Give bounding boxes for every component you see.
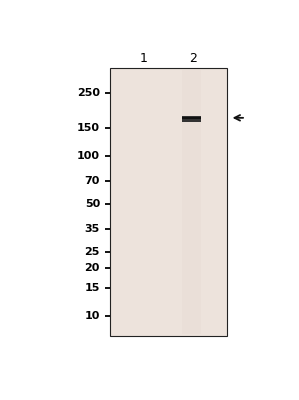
Text: 1: 1	[140, 52, 148, 65]
Text: 10: 10	[85, 311, 100, 321]
Text: 50: 50	[85, 200, 100, 210]
Text: 70: 70	[85, 176, 100, 186]
Bar	[182, 116, 201, 122]
Bar	[182, 117, 201, 118]
Text: 2: 2	[189, 52, 196, 65]
Bar	[182, 70, 201, 334]
Text: 20: 20	[85, 263, 100, 273]
Bar	[110, 68, 227, 336]
Text: 250: 250	[77, 88, 100, 98]
Text: 150: 150	[77, 123, 100, 133]
Text: 15: 15	[85, 283, 100, 293]
Text: 35: 35	[85, 224, 100, 234]
Text: 100: 100	[77, 152, 100, 162]
Text: 25: 25	[85, 248, 100, 258]
